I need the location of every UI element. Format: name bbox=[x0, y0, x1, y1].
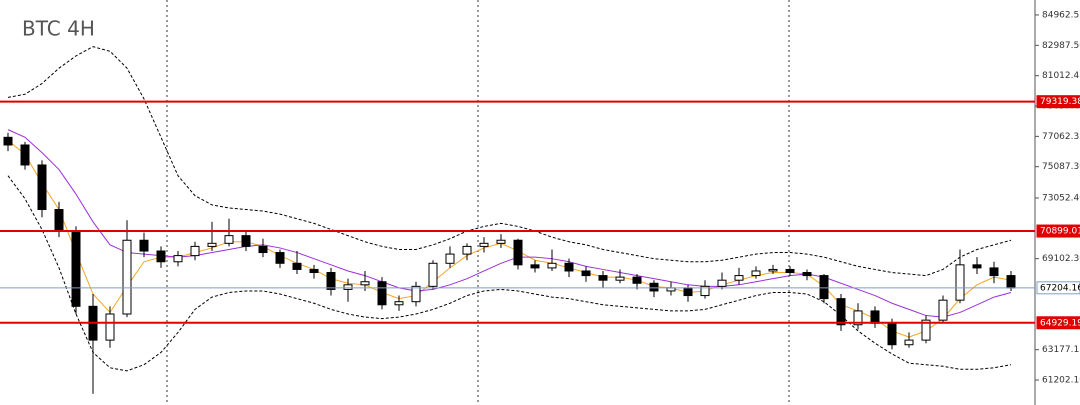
candle-body bbox=[105, 313, 115, 341]
candle-body bbox=[224, 235, 234, 244]
price-label-box bbox=[1036, 95, 1080, 109]
candle-body bbox=[20, 144, 30, 166]
candle-body bbox=[598, 275, 608, 281]
candle-body bbox=[377, 281, 387, 306]
candle-body bbox=[156, 250, 166, 263]
price-label-box bbox=[1036, 224, 1080, 238]
candle-body bbox=[819, 275, 829, 300]
candle-body bbox=[751, 270, 761, 277]
candle-body bbox=[700, 285, 710, 297]
candle-body bbox=[207, 242, 217, 247]
indicator-line bbox=[7, 46, 1012, 277]
candle-body bbox=[717, 279, 727, 287]
y-tick-label: 75087.30 bbox=[1042, 162, 1080, 172]
candle-body bbox=[37, 164, 47, 211]
candle-body bbox=[139, 239, 149, 252]
indicator-line bbox=[7, 175, 1012, 372]
candle-body bbox=[258, 245, 268, 254]
candle-body bbox=[309, 268, 319, 274]
candle-body bbox=[173, 255, 183, 263]
candle-body bbox=[768, 268, 778, 272]
chart-title: BTC 4H bbox=[22, 17, 95, 41]
price-label: 64929.19 bbox=[1040, 318, 1080, 328]
candle-body bbox=[683, 287, 693, 297]
price-label: 79319.38 bbox=[1040, 97, 1080, 107]
candle-body bbox=[904, 339, 914, 346]
y-tick-label: 81012.45 bbox=[1042, 71, 1080, 81]
y-tick-label: 84962.55 bbox=[1042, 10, 1080, 20]
candle-body bbox=[530, 264, 540, 269]
price-label: 67204.16 bbox=[1040, 283, 1080, 293]
y-tick-label: 77062.35 bbox=[1042, 132, 1080, 142]
candle-body bbox=[54, 209, 64, 232]
candle-body bbox=[360, 281, 370, 286]
candle-body bbox=[394, 301, 404, 306]
candle-body bbox=[955, 264, 965, 301]
candle-body bbox=[411, 285, 421, 303]
candle-body bbox=[615, 276, 625, 281]
candle-body bbox=[1006, 275, 1016, 289]
candle-body bbox=[3, 136, 13, 146]
candle-body bbox=[632, 276, 642, 284]
y-tick-label: 61202.10 bbox=[1042, 376, 1080, 386]
y-tick-label: 63177.15 bbox=[1042, 345, 1080, 355]
candle-body bbox=[734, 275, 744, 281]
candle-body bbox=[241, 235, 251, 247]
candle-body bbox=[938, 299, 948, 321]
candle-body bbox=[887, 322, 897, 346]
y-tick-label: 82987.50 bbox=[1042, 41, 1080, 51]
candle-body bbox=[190, 245, 200, 257]
candle-body bbox=[428, 262, 438, 287]
candle-body bbox=[547, 262, 557, 269]
candle-body bbox=[564, 262, 574, 272]
candle-body bbox=[581, 270, 591, 277]
candle-body bbox=[292, 262, 302, 270]
candle-body bbox=[326, 272, 336, 290]
candle-body bbox=[122, 239, 132, 315]
price-label-box bbox=[1036, 281, 1080, 295]
y-tick-label: 73052.40 bbox=[1042, 193, 1080, 203]
price-label-box bbox=[1036, 316, 1080, 330]
candle-body bbox=[496, 239, 506, 244]
candle-body bbox=[479, 242, 489, 247]
candle-body bbox=[853, 310, 863, 326]
candle-body bbox=[989, 267, 999, 277]
candle-body bbox=[836, 298, 846, 326]
candle-body bbox=[666, 287, 676, 292]
candle-body bbox=[513, 239, 523, 266]
candle-body bbox=[71, 230, 81, 307]
candle-body bbox=[972, 264, 982, 269]
candle-body bbox=[921, 319, 931, 341]
candle-body bbox=[785, 268, 795, 274]
candle-body bbox=[445, 253, 455, 264]
y-tick-label: 69102.30 bbox=[1042, 254, 1080, 264]
candle-body bbox=[870, 310, 880, 324]
candle-body bbox=[275, 252, 285, 264]
candle-body bbox=[343, 284, 353, 290]
candle-body bbox=[649, 282, 659, 292]
price-label: 70899.01 bbox=[1040, 227, 1080, 237]
candle-body bbox=[802, 272, 812, 277]
candle-body bbox=[462, 245, 472, 255]
